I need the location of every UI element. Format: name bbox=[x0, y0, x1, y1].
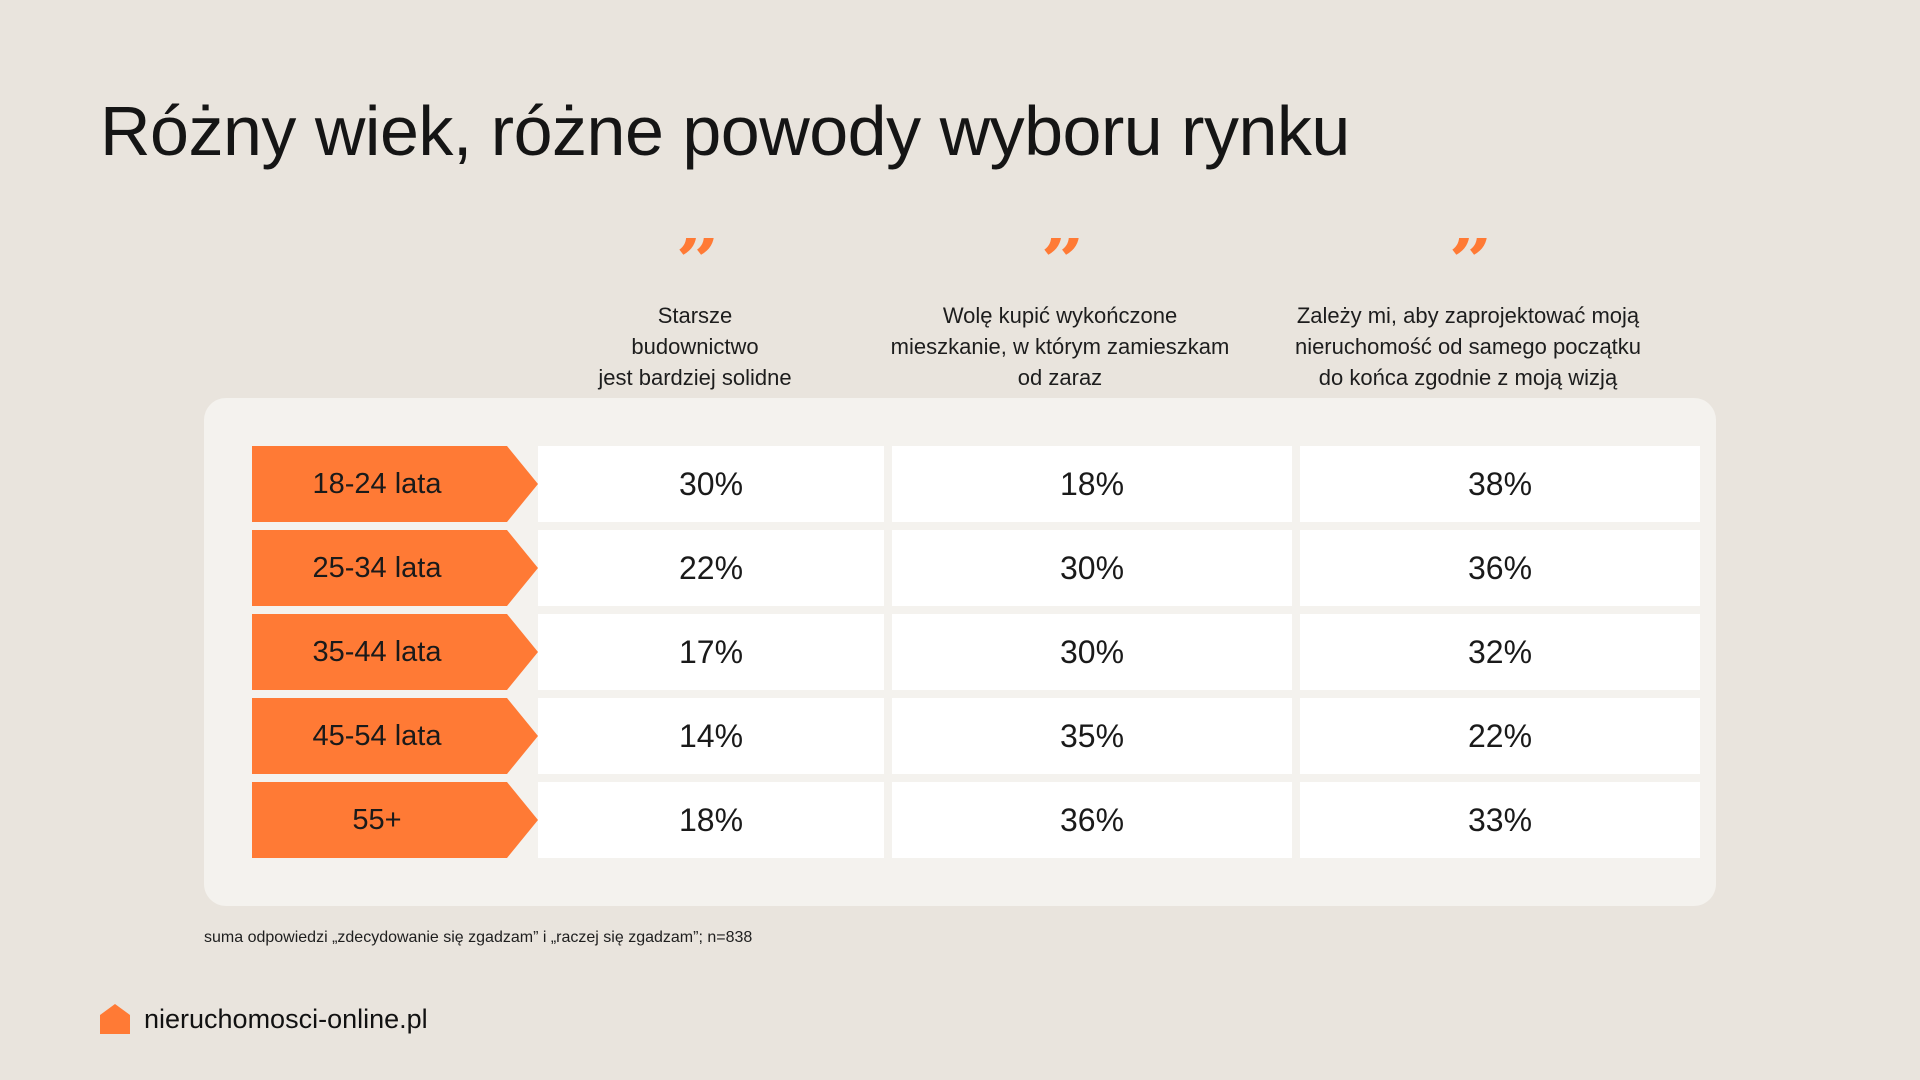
brand: nieruchomosci-online.pl bbox=[100, 1001, 428, 1037]
table-row: 25-34 lata 22% 30% 36% bbox=[252, 530, 1700, 606]
age-tag: 35-44 lata bbox=[252, 614, 538, 690]
arrow-tag-shape bbox=[252, 446, 538, 522]
table-cell: 18% bbox=[538, 782, 884, 858]
table-cell: 18% bbox=[892, 446, 1292, 522]
table-cell: 35% bbox=[892, 698, 1292, 774]
quote-icon: ” bbox=[675, 238, 721, 284]
column-header-line: Starsze bbox=[657, 303, 733, 328]
column-header-text: Starsze budownictwo jest bardziej solidn… bbox=[495, 300, 895, 393]
column-header-line: budownictwo bbox=[631, 334, 759, 359]
quote-icon: ” bbox=[1040, 238, 1086, 284]
column-header-text: Zależy mi, aby zaprojektować moją nieruc… bbox=[1268, 300, 1668, 393]
data-panel: 18-24 lata 30% 18% 38% 25-34 lata 22% 30… bbox=[204, 398, 1716, 906]
table-row: 45-54 lata 14% 35% 22% bbox=[252, 698, 1700, 774]
column-header-line: Wolę kupić wykończone bbox=[942, 303, 1178, 328]
age-label: 25-34 lata bbox=[312, 552, 442, 584]
table-row: 55+ 18% 36% 33% bbox=[252, 782, 1700, 858]
quote-icon: ” bbox=[1448, 238, 1494, 284]
brand-name: nieruchomosci-online.pl bbox=[144, 1003, 428, 1034]
footnote: suma odpowiedzi „zdecydowanie się zgadza… bbox=[204, 929, 753, 946]
column-header-2: ” Wolę kupić wykończone mieszkanie, w kt… bbox=[860, 238, 1260, 393]
column-header-line: jest bardziej solidne bbox=[598, 365, 792, 390]
table-cell: 30% bbox=[892, 530, 1292, 606]
page-title: Różny wiek, różne powody wyboru rynku bbox=[100, 92, 1350, 170]
age-label: 18-24 lata bbox=[312, 468, 442, 500]
age-label: 45-54 lata bbox=[312, 720, 442, 752]
column-header-line: od zaraz bbox=[1017, 365, 1103, 390]
arrow-tag-shape bbox=[252, 782, 538, 858]
age-tag: 55+ bbox=[252, 782, 538, 858]
table-cell: 22% bbox=[1300, 698, 1700, 774]
column-header-line: Zależy mi, aby zaprojektować moją bbox=[1296, 303, 1640, 328]
column-header-1: ” Starsze budownictwo jest bardziej soli… bbox=[495, 238, 895, 393]
arrow-tag-shape bbox=[252, 614, 538, 690]
age-label: 35-44 lata bbox=[312, 636, 442, 668]
table-cell: 30% bbox=[892, 614, 1292, 690]
table-cell: 36% bbox=[892, 782, 1292, 858]
table-cell: 33% bbox=[1300, 782, 1700, 858]
table-cell: 30% bbox=[538, 446, 884, 522]
arrow-tag-shape bbox=[252, 698, 538, 774]
arrow-tag-shape bbox=[252, 530, 538, 606]
column-header-line: mieszkanie, w którym zamieszkam bbox=[890, 334, 1230, 359]
house-icon bbox=[100, 1004, 130, 1034]
age-tag: 25-34 lata bbox=[252, 530, 538, 606]
age-label: 55+ bbox=[352, 804, 402, 836]
table-cell: 22% bbox=[538, 530, 884, 606]
column-header-line: nieruchomość od samego początku bbox=[1294, 334, 1642, 359]
column-header-3: ” Zależy mi, aby zaprojektować moją nier… bbox=[1268, 238, 1668, 393]
table-row: 35-44 lata 17% 30% 32% bbox=[252, 614, 1700, 690]
age-tag: 45-54 lata bbox=[252, 698, 538, 774]
column-header-line: do końca zgodnie z moją wizją bbox=[1318, 365, 1618, 390]
table-cell: 32% bbox=[1300, 614, 1700, 690]
table-cell: 38% bbox=[1300, 446, 1700, 522]
column-header-text: Wolę kupić wykończone mieszkanie, w któr… bbox=[860, 300, 1260, 393]
table-row: 18-24 lata 30% 18% 38% bbox=[252, 446, 1700, 522]
table-cell: 36% bbox=[1300, 530, 1700, 606]
table-cell: 17% bbox=[538, 614, 884, 690]
age-tag: 18-24 lata bbox=[252, 446, 538, 522]
table-cell: 14% bbox=[538, 698, 884, 774]
